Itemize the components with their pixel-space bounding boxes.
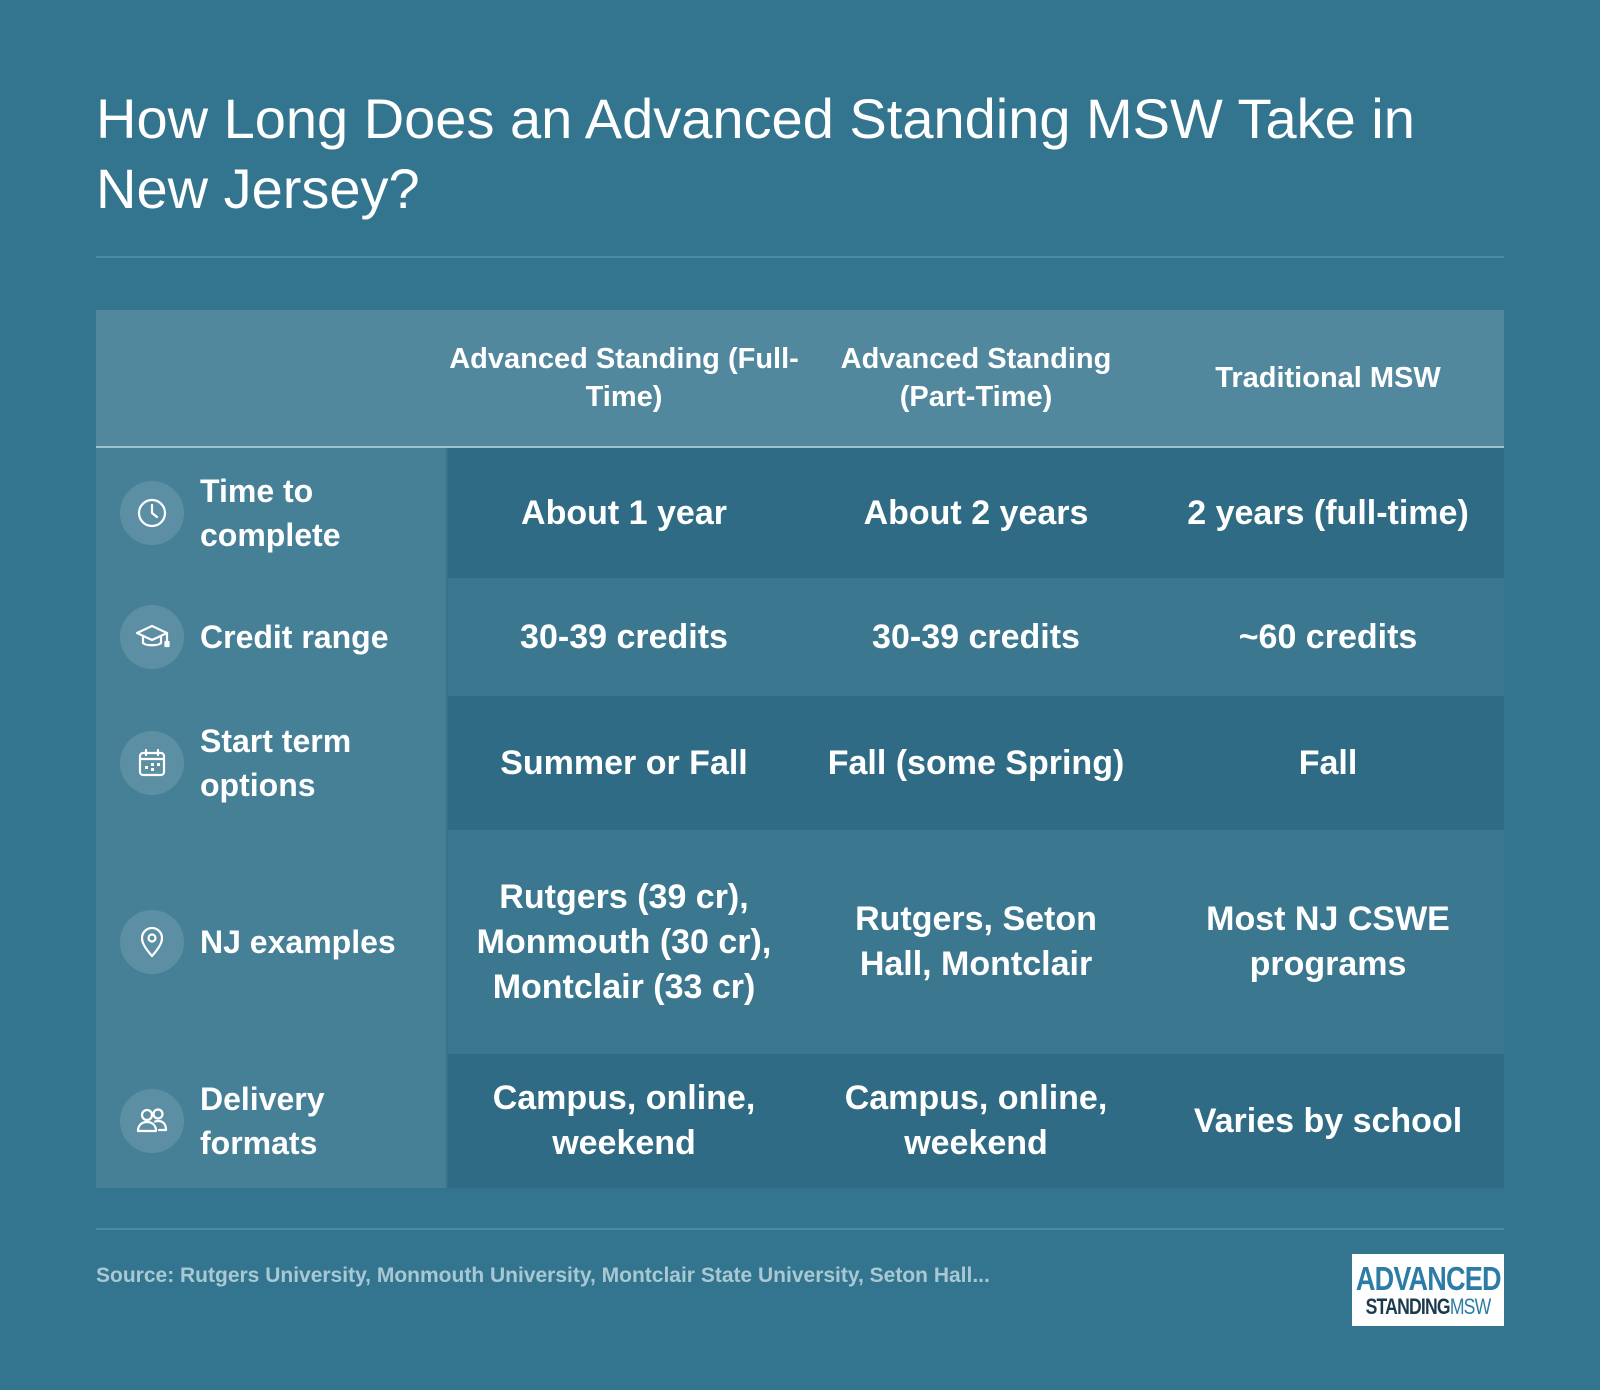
column-header-full-time: Advanced Standing (Full-Time) xyxy=(449,343,799,413)
table-header: Advanced Standing (Full-Time) Advanced S… xyxy=(96,310,1504,448)
table-cell: Campus, online, weekend xyxy=(800,1054,1152,1188)
logo-line-2: STANDINGMSW xyxy=(1365,1293,1492,1319)
table-cell: About 2 years xyxy=(800,448,1152,578)
table-cell: Most NJ CSWE programs xyxy=(1152,830,1504,1054)
people-icon xyxy=(120,1089,184,1153)
calendar-icon xyxy=(120,731,184,795)
table-cell: 30-39 credits xyxy=(800,578,1152,696)
table-cell: Campus, online, weekend xyxy=(448,1054,800,1188)
comparison-table: Advanced Standing (Full-Time) Advanced S… xyxy=(96,310,1504,1188)
logo-standing: STANDING xyxy=(1365,1293,1451,1319)
logo-line-1: ADVANCED xyxy=(1355,1259,1502,1297)
table-cell: Rutgers, Seton Hall, Montclair xyxy=(800,830,1152,1054)
row-label-text: NJ examples xyxy=(200,924,396,960)
row-label-delivery: Delivery formats xyxy=(96,1054,448,1188)
row-label-text: Start term options xyxy=(200,723,352,803)
row-label-credits: Credit range xyxy=(96,578,448,696)
title-divider xyxy=(96,256,1504,258)
table-cell: Varies by school xyxy=(1152,1054,1504,1188)
row-label-text: Time to complete xyxy=(200,473,341,553)
table-row: Credit range 30-39 credits 30-39 credits… xyxy=(96,578,1504,696)
column-header-traditional: Traditional MSW xyxy=(1215,362,1441,394)
table-cell: 30-39 credits xyxy=(448,578,800,696)
table-cell: Summer or Fall xyxy=(448,696,800,830)
logo-msw: MSW xyxy=(1449,1293,1491,1319)
source-note: Source: Rutgers University, Monmouth Uni… xyxy=(96,1264,990,1287)
row-label-start-term: Start term options xyxy=(96,696,448,830)
header-corner xyxy=(96,310,448,446)
table-row: Start term options Summer or Fall Fall (… xyxy=(96,696,1504,830)
table-cell: ~60 credits xyxy=(1152,578,1504,696)
row-label-text: Delivery formats xyxy=(200,1081,325,1161)
table-row: Delivery formats Campus, online, weekend… xyxy=(96,1054,1504,1188)
table-row: NJ examples Rutgers (39 cr), Monmouth (3… xyxy=(96,830,1504,1054)
table-cell: 2 years (full-time) xyxy=(1152,448,1504,578)
location-pin-icon xyxy=(120,910,184,974)
table-cell: Fall xyxy=(1152,696,1504,830)
footer-divider xyxy=(96,1228,1504,1230)
column-header-part-time: Advanced Standing (Part-Time) xyxy=(840,343,1112,413)
page-title: How Long Does an Advanced Standing MSW T… xyxy=(96,87,1415,220)
clock-icon xyxy=(120,481,184,545)
row-label-nj-examples: NJ examples xyxy=(96,830,448,1054)
graduation-cap-icon xyxy=(120,605,184,669)
brand-logo[interactable]: ADVANCED STANDINGMSW xyxy=(1352,1254,1504,1326)
table-row: Time to complete About 1 year About 2 ye… xyxy=(96,448,1504,578)
table-cell: Fall (some Spring) xyxy=(800,696,1152,830)
table-cell: About 1 year xyxy=(448,448,800,578)
row-label-text: Credit range xyxy=(200,619,389,655)
table-cell: Rutgers (39 cr), Monmouth (30 cr), Montc… xyxy=(448,830,800,1054)
row-label-time: Time to complete xyxy=(96,448,448,578)
